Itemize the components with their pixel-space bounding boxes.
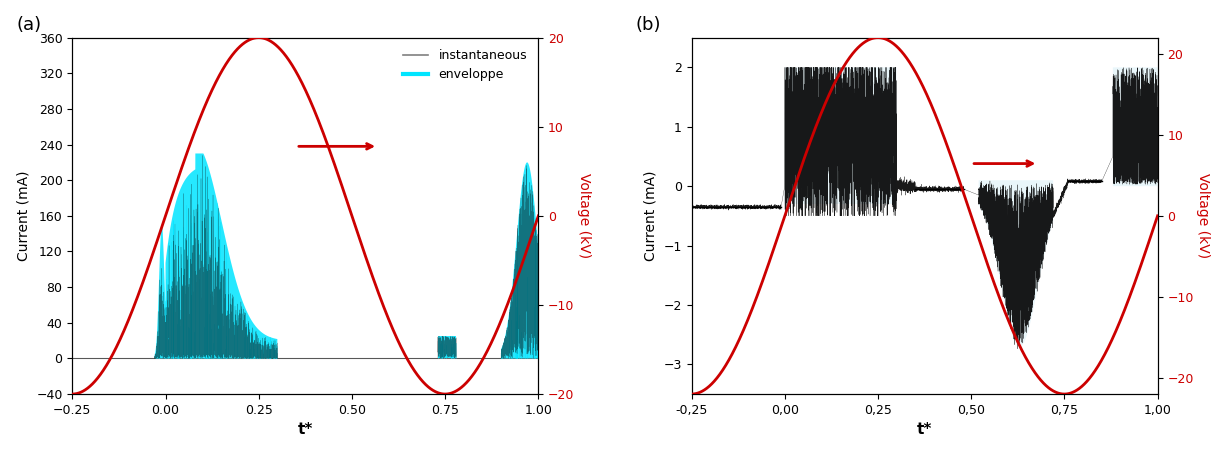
Legend: instantaneous, enveloppe: instantaneous, enveloppe xyxy=(399,44,533,86)
Text: (b): (b) xyxy=(636,16,661,34)
Y-axis label: Voltage (kV): Voltage (kV) xyxy=(1196,173,1210,258)
Text: (a): (a) xyxy=(16,16,42,34)
Y-axis label: Current (mA): Current (mA) xyxy=(17,171,31,261)
Y-axis label: Voltage (kV): Voltage (kV) xyxy=(577,173,591,258)
X-axis label: t*: t* xyxy=(917,422,933,437)
X-axis label: t*: t* xyxy=(298,422,313,437)
Y-axis label: Current (mA): Current (mA) xyxy=(644,171,658,261)
